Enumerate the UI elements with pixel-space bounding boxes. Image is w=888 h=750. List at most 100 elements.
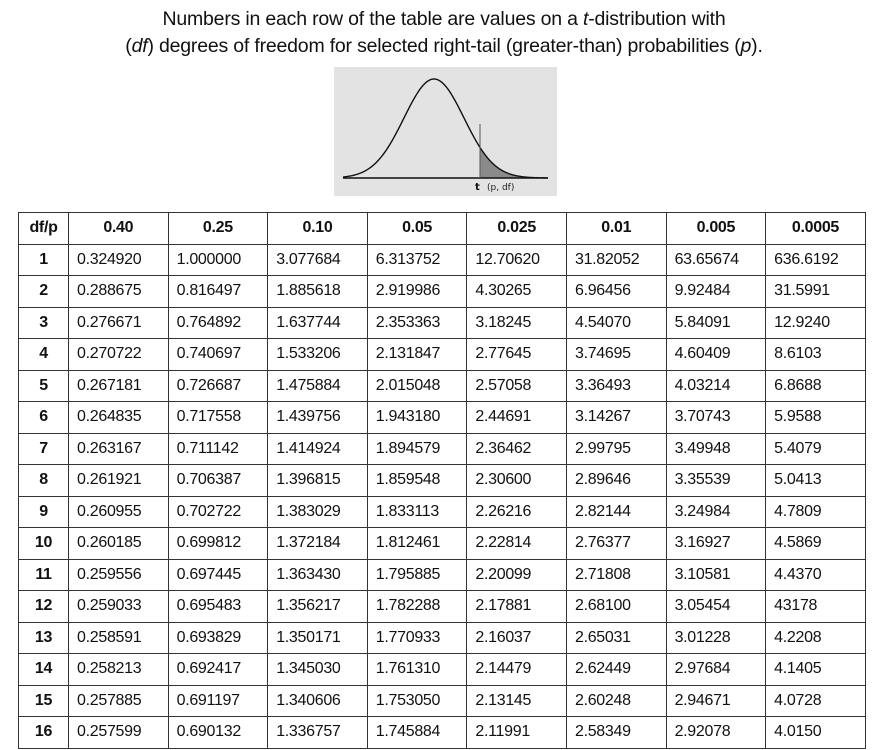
value-cell: 12.70620: [466, 243, 567, 276]
header-probability: 0.025: [466, 212, 567, 245]
value-cell: 1.000000: [167, 243, 269, 276]
value-cell: 0.267181: [68, 369, 169, 402]
value-cell: 0.693829: [167, 621, 269, 654]
value-cell: 0.260185: [68, 527, 169, 560]
table-row: 1 0.324920 1.000000 3.077684 6.313752 12.7062…: [18, 243, 866, 276]
value-cell: 3.10581: [665, 558, 767, 591]
value-cell: 1.812461: [366, 527, 468, 560]
value-cell: 1.350171: [267, 621, 368, 654]
value-cell: 4.4370: [765, 558, 866, 591]
value-cell: 0.324920: [68, 243, 169, 276]
value-cell: 0.690132: [167, 716, 269, 749]
value-cell: 4.5869: [765, 527, 866, 560]
table-row: 2 0.288675 0.816497 1.885618 2.919986 4.30265…: [18, 275, 866, 308]
table-row: 12 0.259033 0.695483 1.356217 1.782288 2.1788…: [18, 590, 866, 623]
df-cell: 12: [18, 590, 69, 623]
value-cell: 1.795885: [366, 558, 468, 591]
value-cell: 43178: [765, 590, 866, 623]
header-row: df/p 0.40 0.25 0.10 0.05 0.025 0.01 0.005 0.0005: [18, 212, 866, 245]
value-cell: 5.9588: [765, 401, 866, 434]
value-cell: 0.259556: [68, 558, 169, 591]
value-cell: 0.711142: [167, 432, 269, 465]
caption-df-italic: df: [131, 35, 148, 57]
table-row: 4 0.270722 0.740697 1.533206 2.131847 2.77645…: [18, 338, 866, 371]
caption-text: -distribution with: [588, 8, 726, 30]
value-cell: 31.5991: [765, 275, 866, 308]
value-cell: 0.260955: [68, 495, 169, 528]
value-cell: 1.770933: [366, 621, 468, 654]
table-row: 14 0.258213 0.692417 1.345030 1.761310 2.1447…: [18, 653, 866, 686]
table-row: 3 0.276671 0.764892 1.637744 2.353363 3.18245…: [18, 306, 866, 339]
value-cell: 6.313752: [366, 243, 468, 276]
table-row: 10 0.260185 0.699812 1.372184 1.812461 2.2281…: [18, 527, 866, 560]
df-cell: 11: [18, 558, 69, 591]
df-cell: 4: [18, 338, 69, 371]
value-cell: 1.396815: [267, 464, 368, 497]
caption-text: ).: [751, 35, 763, 57]
caption-text: Numbers in each row of the table are val…: [162, 8, 583, 30]
value-cell: 9.92484: [665, 275, 767, 308]
df-cell: 5: [18, 369, 69, 402]
value-cell: 4.0728: [765, 684, 866, 717]
value-cell: 2.20099: [466, 558, 567, 591]
value-cell: 4.30265: [466, 275, 567, 308]
value-cell: 6.8688: [765, 369, 866, 402]
value-cell: 8.6103: [765, 338, 866, 371]
value-cell: 2.65031: [565, 621, 667, 654]
value-cell: 1.782288: [366, 590, 468, 623]
caption-t-italic: t: [583, 8, 589, 30]
bell-curve: [342, 78, 549, 179]
value-cell: 1.637744: [267, 306, 368, 339]
value-cell: 0.257599: [68, 716, 169, 749]
value-cell: 2.17881: [466, 590, 567, 623]
table-row: 8 0.261921 0.706387 1.396815 1.859548 2.30600…: [18, 464, 866, 497]
value-cell: 1.753050: [366, 684, 468, 717]
value-cell: 0.258591: [68, 621, 169, 654]
value-cell: 0.263167: [68, 432, 169, 465]
value-cell: 2.36462: [466, 432, 567, 465]
caption-text: ) degrees of freedom for selected right-…: [147, 35, 741, 57]
value-cell: 1.345030: [267, 653, 368, 686]
value-cell: 2.92078: [665, 716, 767, 749]
header-probability: 0.01: [565, 212, 667, 245]
value-cell: 1.439756: [267, 401, 368, 434]
df-cell: 10: [18, 527, 69, 560]
right-tail-shaded-area: [480, 147, 548, 178]
value-cell: 4.7809: [765, 495, 866, 528]
value-cell: 1.745884: [366, 716, 468, 749]
header-probability: 0.05: [366, 212, 468, 245]
value-cell: 3.49948: [665, 432, 767, 465]
value-cell: 0.270722: [68, 338, 169, 371]
value-cell: 1.943180: [366, 401, 468, 434]
df-cell: 14: [18, 653, 69, 686]
value-cell: 1.363430: [267, 558, 368, 591]
value-cell: 63.65674: [665, 243, 767, 276]
value-cell: 0.764892: [167, 306, 269, 339]
table-row: 6 0.264835 0.717558 1.439756 1.943180 2.44691…: [18, 401, 866, 434]
value-cell: 2.57058: [466, 369, 567, 402]
value-cell: 5.84091: [665, 306, 767, 339]
value-cell: 1.340606: [267, 684, 368, 717]
value-cell: 2.26216: [466, 495, 567, 528]
value-cell: 3.05454: [665, 590, 767, 623]
value-cell: 2.68100: [565, 590, 667, 623]
value-cell: 3.14267: [565, 401, 667, 434]
value-cell: 2.97684: [665, 653, 767, 686]
value-cell: 2.76377: [565, 527, 667, 560]
value-cell: 2.22814: [466, 527, 567, 560]
df-cell: 3: [18, 306, 69, 339]
value-cell: 0.816497: [167, 275, 269, 308]
value-cell: 0.695483: [167, 590, 269, 623]
caption-p-italic: p: [740, 35, 752, 57]
value-cell: 4.60409: [665, 338, 767, 371]
header-df-p: df/p: [18, 212, 69, 245]
value-cell: 3.36493: [565, 369, 667, 402]
value-cell: 4.03214: [665, 369, 767, 402]
value-cell: 1.383029: [267, 495, 368, 528]
value-cell: 0.257885: [68, 684, 169, 717]
value-cell: 2.58349: [565, 716, 667, 749]
value-cell: 2.44691: [466, 401, 567, 434]
header-probability: 0.005: [665, 212, 767, 245]
value-cell: 2.13145: [466, 684, 567, 717]
df-cell: 6: [18, 401, 69, 434]
